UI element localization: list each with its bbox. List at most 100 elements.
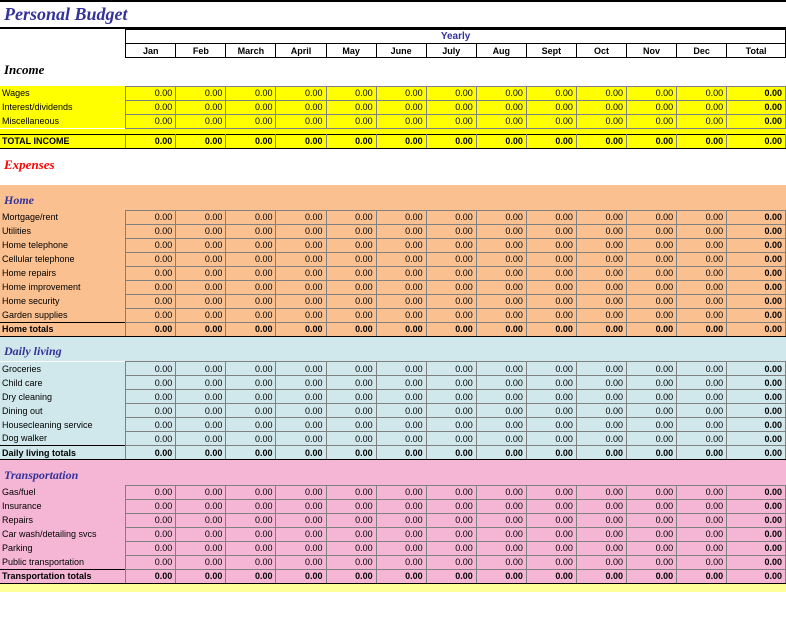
value-cell[interactable]: 0.00: [426, 418, 476, 432]
value-cell[interactable]: 0.00: [126, 541, 176, 555]
value-cell[interactable]: 0.00: [376, 485, 426, 499]
value-cell[interactable]: 0.00: [627, 432, 677, 446]
value-cell[interactable]: 0.00: [476, 499, 526, 513]
value-cell[interactable]: 0.00: [426, 134, 476, 148]
value-cell[interactable]: 0.00: [376, 418, 426, 432]
value-cell[interactable]: 0.00: [526, 555, 576, 569]
value-cell[interactable]: 0.00: [326, 294, 376, 308]
value-cell[interactable]: 0.00: [326, 252, 376, 266]
value-cell[interactable]: 0.00: [176, 100, 226, 114]
value-cell[interactable]: 0.00: [376, 376, 426, 390]
value-cell[interactable]: 0.00: [176, 485, 226, 499]
value-cell[interactable]: 0.00: [677, 224, 727, 238]
value-cell[interactable]: 0.00: [376, 446, 426, 460]
value-cell[interactable]: 0.00: [226, 404, 276, 418]
value-cell[interactable]: 0.00: [276, 418, 326, 432]
value-cell[interactable]: 0.00: [276, 86, 326, 100]
value-cell[interactable]: 0.00: [526, 238, 576, 252]
value-cell[interactable]: 0.00: [576, 390, 626, 404]
value-cell[interactable]: 0.00: [627, 322, 677, 336]
value-cell[interactable]: 0.00: [426, 266, 476, 280]
value-cell[interactable]: 0.00: [526, 86, 576, 100]
value-cell[interactable]: 0.00: [677, 252, 727, 266]
value-cell[interactable]: 0.00: [476, 100, 526, 114]
value-cell[interactable]: 0.00: [677, 134, 727, 148]
value-cell[interactable]: 0.00: [226, 86, 276, 100]
value-cell[interactable]: 0.00: [126, 362, 176, 376]
value-cell[interactable]: 0.00: [376, 210, 426, 224]
value-cell[interactable]: 0.00: [627, 266, 677, 280]
value-cell[interactable]: 0.00: [326, 100, 376, 114]
value-cell[interactable]: 0.00: [677, 527, 727, 541]
value-cell[interactable]: 0.00: [476, 432, 526, 446]
value-cell[interactable]: 0.00: [627, 294, 677, 308]
value-cell[interactable]: 0.00: [376, 555, 426, 569]
value-cell[interactable]: 0.00: [126, 86, 176, 100]
value-cell[interactable]: 0.00: [426, 569, 476, 583]
value-cell[interactable]: 0.00: [226, 485, 276, 499]
value-cell[interactable]: 0.00: [576, 569, 626, 583]
value-cell[interactable]: 0.00: [476, 376, 526, 390]
value-cell[interactable]: 0.00: [677, 555, 727, 569]
value-cell[interactable]: 0.00: [126, 555, 176, 569]
value-cell[interactable]: 0.00: [376, 308, 426, 322]
value-cell[interactable]: 0.00: [126, 308, 176, 322]
value-cell[interactable]: 0.00: [226, 513, 276, 527]
value-cell[interactable]: 0.00: [576, 210, 626, 224]
value-cell[interactable]: 0.00: [276, 266, 326, 280]
value-cell[interactable]: 0.00: [526, 376, 576, 390]
value-cell[interactable]: 0.00: [426, 238, 476, 252]
value-cell[interactable]: 0.00: [576, 513, 626, 527]
value-cell[interactable]: 0.00: [576, 527, 626, 541]
value-cell[interactable]: 0.00: [426, 86, 476, 100]
value-cell[interactable]: 0.00: [677, 280, 727, 294]
value-cell[interactable]: 0.00: [176, 114, 226, 128]
value-cell[interactable]: 0.00: [376, 86, 426, 100]
value-cell[interactable]: 0.00: [126, 513, 176, 527]
value-cell[interactable]: 0.00: [276, 404, 326, 418]
value-cell[interactable]: 0.00: [226, 555, 276, 569]
value-cell[interactable]: 0.00: [476, 390, 526, 404]
value-cell[interactable]: 0.00: [376, 294, 426, 308]
value-cell[interactable]: 0.00: [426, 252, 476, 266]
value-cell[interactable]: 0.00: [677, 238, 727, 252]
value-cell[interactable]: 0.00: [376, 499, 426, 513]
value-cell[interactable]: 0.00: [576, 376, 626, 390]
value-cell[interactable]: 0.00: [526, 308, 576, 322]
value-cell[interactable]: 0.00: [677, 210, 727, 224]
value-cell[interactable]: 0.00: [476, 294, 526, 308]
value-cell[interactable]: 0.00: [526, 569, 576, 583]
value-cell[interactable]: 0.00: [276, 432, 326, 446]
value-cell[interactable]: 0.00: [426, 499, 476, 513]
value-cell[interactable]: 0.00: [576, 86, 626, 100]
value-cell[interactable]: 0.00: [226, 432, 276, 446]
value-cell[interactable]: 0.00: [627, 485, 677, 499]
value-cell[interactable]: 0.00: [226, 238, 276, 252]
value-cell[interactable]: 0.00: [176, 252, 226, 266]
value-cell[interactable]: 0.00: [627, 210, 677, 224]
value-cell[interactable]: 0.00: [576, 294, 626, 308]
value-cell[interactable]: 0.00: [326, 362, 376, 376]
value-cell[interactable]: 0.00: [476, 527, 526, 541]
value-cell[interactable]: 0.00: [276, 446, 326, 460]
value-cell[interactable]: 0.00: [476, 86, 526, 100]
value-cell[interactable]: 0.00: [376, 100, 426, 114]
value-cell[interactable]: 0.00: [126, 238, 176, 252]
value-cell[interactable]: 0.00: [627, 114, 677, 128]
value-cell[interactable]: 0.00: [326, 513, 376, 527]
value-cell[interactable]: 0.00: [677, 390, 727, 404]
value-cell[interactable]: 0.00: [276, 114, 326, 128]
value-cell[interactable]: 0.00: [576, 308, 626, 322]
value-cell[interactable]: 0.00: [526, 294, 576, 308]
value-cell[interactable]: 0.00: [376, 266, 426, 280]
value-cell[interactable]: 0.00: [526, 446, 576, 460]
value-cell[interactable]: 0.00: [476, 114, 526, 128]
value-cell[interactable]: 0.00: [276, 376, 326, 390]
value-cell[interactable]: 0.00: [226, 308, 276, 322]
value-cell[interactable]: 0.00: [476, 541, 526, 555]
value-cell[interactable]: 0.00: [476, 322, 526, 336]
value-cell[interactable]: 0.00: [526, 266, 576, 280]
value-cell[interactable]: 0.00: [276, 499, 326, 513]
value-cell[interactable]: 0.00: [677, 376, 727, 390]
value-cell[interactable]: 0.00: [677, 541, 727, 555]
